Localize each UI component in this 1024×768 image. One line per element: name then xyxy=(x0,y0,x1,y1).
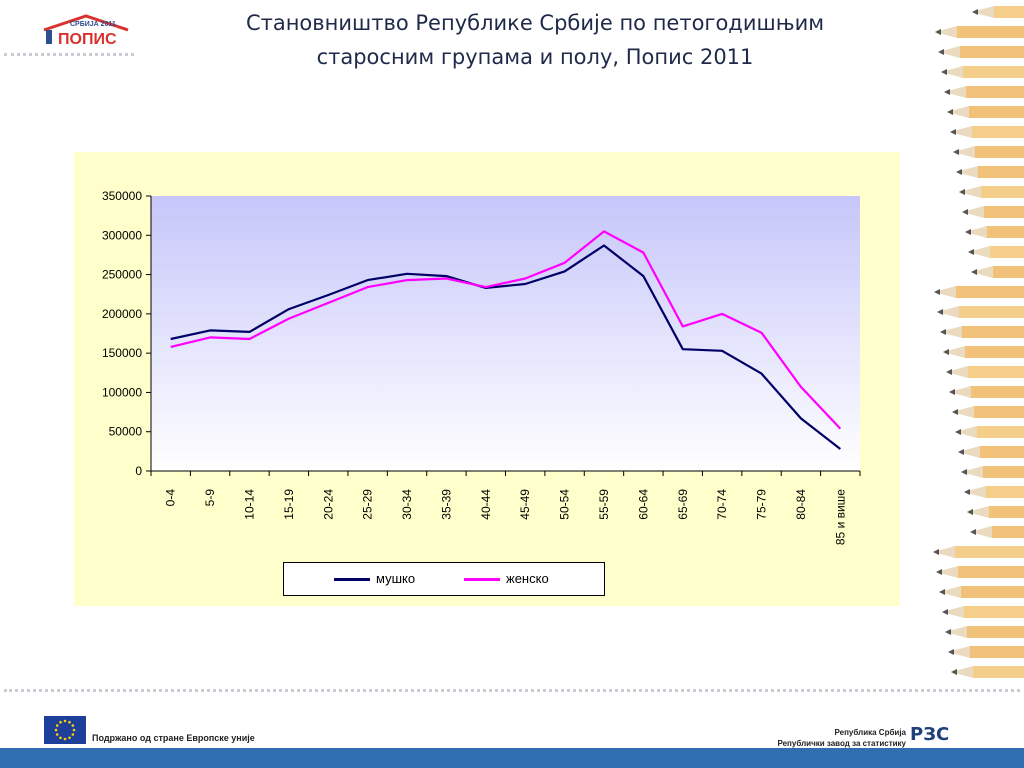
pencil-icon xyxy=(935,26,1024,38)
series-line-female xyxy=(170,230,842,430)
pencil-icon xyxy=(948,646,1024,658)
title-line-2: старосним групама и полу, Попис 2011 xyxy=(316,45,754,69)
pencil-icon xyxy=(943,346,1024,358)
pencil-icon xyxy=(964,486,1024,498)
x-tick-label: 25-29 xyxy=(361,489,375,520)
pencil-icon xyxy=(949,386,1024,398)
pencils-decoration xyxy=(933,6,1024,678)
y-tick-label: 50000 xyxy=(109,425,143,439)
x-tick-label: 60-64 xyxy=(636,489,650,520)
x-tick-label: 75-79 xyxy=(755,489,769,520)
x-tick-label: 15-19 xyxy=(282,489,296,520)
x-tick-label: 40-44 xyxy=(479,489,493,520)
title-line-1: Становништво Републике Србије по петогод… xyxy=(245,11,825,35)
pencil-icon xyxy=(955,426,1024,438)
x-tick-label: 5-9 xyxy=(203,489,217,507)
y-tick-label: 350000 xyxy=(102,189,142,203)
y-tick-label: 0 xyxy=(135,464,142,478)
x-tick-label: 30-34 xyxy=(400,489,414,520)
pencil-icon xyxy=(947,106,1024,118)
pencil-icon xyxy=(946,366,1024,378)
plot-area xyxy=(151,196,860,471)
census-logo: СРБИЈА 2011 ПОПИС xyxy=(40,14,132,48)
pencil-icon xyxy=(940,326,1024,338)
pencil-icon xyxy=(967,506,1024,518)
x-tick-label: 85 и више xyxy=(833,489,847,545)
x-tick-label: 65-69 xyxy=(676,489,690,520)
pencil-icon xyxy=(944,86,1024,98)
pencil-icon xyxy=(952,406,1024,418)
legend-label-male: мушко xyxy=(376,571,416,586)
x-tick-label: 50-54 xyxy=(558,489,572,520)
y-tick-label: 300000 xyxy=(102,228,142,242)
pencil-icon xyxy=(950,126,1024,138)
dotted-divider-top xyxy=(4,53,134,56)
pencil-icon xyxy=(941,66,1024,78)
eu-support-text: Подржано од стране Европске уније xyxy=(92,733,255,743)
pencil-icon xyxy=(945,626,1024,638)
pencil-icon xyxy=(936,566,1024,578)
eu-flag-icon xyxy=(44,716,86,744)
pencil-icon xyxy=(970,526,1024,538)
x-tick-label: 10-14 xyxy=(242,489,256,520)
pencil-icon xyxy=(956,166,1024,178)
x-tick-label: 0-4 xyxy=(164,489,178,507)
pencil-icon xyxy=(962,206,1024,218)
rzs-logo: РЗС xyxy=(910,724,950,745)
pencil-icon xyxy=(938,46,1024,58)
chart-legend: мушко женско xyxy=(283,562,605,596)
legend-swatch-male xyxy=(334,578,370,581)
y-tick-label: 150000 xyxy=(102,346,142,360)
pencil-icon xyxy=(958,446,1024,458)
pencil-icon xyxy=(965,226,1024,238)
pencil-icon xyxy=(937,306,1024,318)
legend-swatch-female xyxy=(464,578,500,581)
chart-panel: 0 50000 100000 150000 200000 250000 300000 3500… xyxy=(74,152,900,606)
legend-label-female: женско xyxy=(506,571,549,586)
pencil-icon xyxy=(934,286,1024,298)
pencil-icon xyxy=(939,586,1024,598)
pencil-icon xyxy=(933,546,1024,558)
rzs-line-1: Република Србија xyxy=(834,728,906,737)
rzs-text: Република Србија Републички завод за ста… xyxy=(760,727,906,749)
rzs-line-2: Републички завод за статистику xyxy=(777,739,906,748)
pencil-icon xyxy=(961,466,1024,478)
x-tick-label: 45-49 xyxy=(518,489,532,520)
footer-band xyxy=(0,748,1024,768)
series-line-male xyxy=(170,244,841,450)
x-tick-label: 80-84 xyxy=(794,489,808,520)
x-tick-label: 20-24 xyxy=(321,489,335,520)
x-tick-label: 70-74 xyxy=(715,489,729,520)
y-tick-label: 100000 xyxy=(102,385,142,399)
slide-title: Становништво Републике Србије по петогод… xyxy=(190,6,880,74)
line-chart: 0 50000 100000 150000 200000 250000 300000 3500… xyxy=(102,189,861,545)
x-tick-label: 55-59 xyxy=(597,489,611,520)
pencil-icon xyxy=(951,666,1024,678)
pencil-icon xyxy=(953,146,1024,158)
logo-top-text: СРБИЈА 2011 xyxy=(70,21,116,28)
y-tick-label: 200000 xyxy=(102,307,142,321)
pencil-icon xyxy=(942,606,1024,618)
y-tick-label: 250000 xyxy=(102,268,142,282)
pencil-icon xyxy=(959,186,1024,198)
pencil-icon xyxy=(968,246,1024,258)
pencil-icon xyxy=(972,6,1024,18)
pencil-icon xyxy=(971,266,1024,278)
x-tick-label: 35-39 xyxy=(439,489,453,520)
dotted-divider-bottom xyxy=(4,689,1020,692)
logo-main-text: ПОПИС xyxy=(58,31,117,48)
